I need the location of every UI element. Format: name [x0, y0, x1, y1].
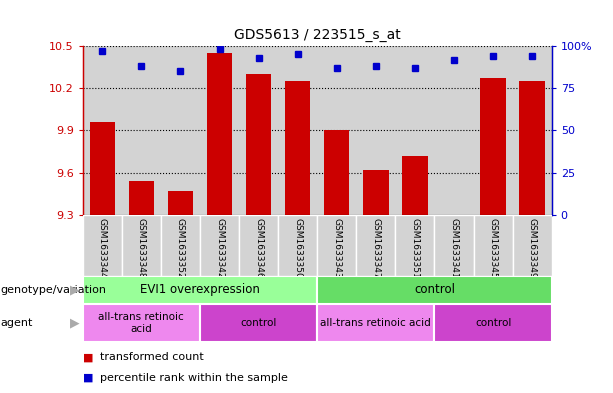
Bar: [318, 46, 356, 215]
Text: control: control: [240, 318, 277, 328]
Text: ▶: ▶: [70, 283, 80, 296]
Bar: [363, 170, 389, 215]
Bar: [481, 78, 506, 215]
Text: genotype/variation: genotype/variation: [0, 285, 106, 295]
Text: GSM1633343: GSM1633343: [332, 218, 341, 279]
Bar: [474, 215, 512, 276]
Bar: [318, 304, 435, 342]
Bar: [200, 46, 239, 215]
Bar: [161, 215, 200, 276]
Bar: [122, 215, 161, 276]
Bar: [278, 215, 318, 276]
Bar: [318, 215, 356, 276]
Text: GSM1633342: GSM1633342: [215, 218, 224, 279]
Bar: [278, 46, 318, 215]
Text: ▶: ▶: [70, 316, 80, 329]
Text: control: control: [475, 318, 511, 328]
Text: all-trans retinoic acid: all-trans retinoic acid: [321, 318, 431, 328]
Text: GSM1633347: GSM1633347: [371, 218, 380, 279]
Bar: [239, 215, 278, 276]
Title: GDS5613 / 223515_s_at: GDS5613 / 223515_s_at: [234, 28, 401, 42]
Text: percentile rank within the sample: percentile rank within the sample: [100, 373, 287, 383]
Bar: [129, 181, 154, 215]
Bar: [89, 122, 115, 215]
Text: GSM1633349: GSM1633349: [528, 218, 536, 279]
Bar: [356, 215, 395, 276]
Bar: [161, 46, 200, 215]
Bar: [474, 46, 512, 215]
Bar: [239, 46, 278, 215]
Text: GSM1633348: GSM1633348: [137, 218, 146, 279]
Bar: [519, 81, 545, 215]
Text: GSM1633351: GSM1633351: [411, 218, 419, 279]
Bar: [246, 74, 272, 215]
Text: transformed count: transformed count: [100, 353, 204, 362]
Bar: [122, 46, 161, 215]
Text: control: control: [414, 283, 455, 296]
Bar: [83, 215, 122, 276]
Bar: [324, 130, 349, 215]
Bar: [83, 276, 318, 304]
Bar: [200, 304, 318, 342]
Text: GSM1633344: GSM1633344: [98, 218, 107, 279]
Bar: [435, 46, 474, 215]
Bar: [512, 215, 552, 276]
Text: ■: ■: [83, 353, 93, 362]
Text: agent: agent: [0, 318, 32, 328]
Bar: [356, 46, 395, 215]
Text: GSM1633352: GSM1633352: [176, 218, 185, 279]
Bar: [402, 156, 428, 215]
Text: GSM1633345: GSM1633345: [489, 218, 498, 279]
Text: GSM1633341: GSM1633341: [449, 218, 459, 279]
Text: GSM1633350: GSM1633350: [293, 218, 302, 279]
Bar: [285, 81, 310, 215]
Bar: [512, 46, 552, 215]
Bar: [83, 304, 200, 342]
Text: EVI1 overexpression: EVI1 overexpression: [140, 283, 260, 296]
Text: GSM1633346: GSM1633346: [254, 218, 263, 279]
Bar: [318, 276, 552, 304]
Bar: [83, 46, 122, 215]
Bar: [435, 215, 474, 276]
Bar: [435, 304, 552, 342]
Bar: [200, 215, 239, 276]
Bar: [395, 46, 435, 215]
Text: ■: ■: [83, 373, 93, 383]
Text: all-trans retinoic
acid: all-trans retinoic acid: [99, 312, 185, 334]
Bar: [395, 215, 435, 276]
Bar: [168, 191, 193, 215]
Bar: [207, 53, 232, 215]
